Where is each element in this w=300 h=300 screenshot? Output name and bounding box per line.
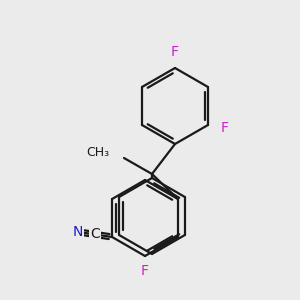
Text: F: F [171,45,179,59]
Text: N: N [72,225,83,239]
Text: F: F [141,264,149,278]
Text: F: F [221,121,229,135]
Text: C: C [90,227,100,242]
Text: CH₃: CH₃ [86,146,109,160]
